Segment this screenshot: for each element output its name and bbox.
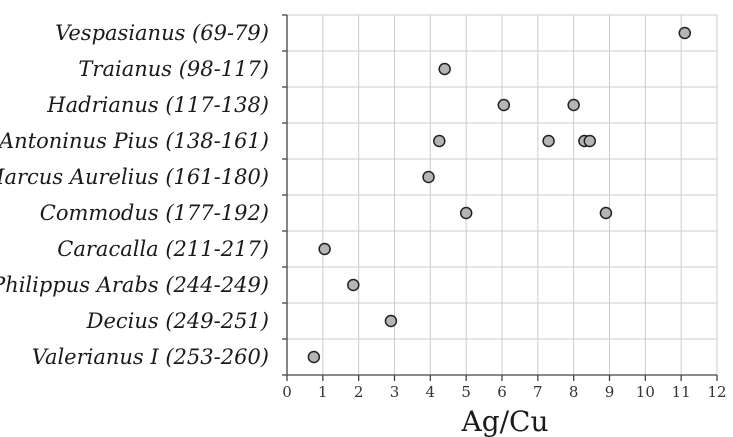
data-point bbox=[542, 134, 555, 148]
data-point bbox=[433, 134, 446, 148]
x-tick-label: 3 bbox=[390, 383, 400, 401]
data-points bbox=[307, 26, 691, 364]
x-tick-label: 12 bbox=[707, 383, 726, 401]
data-point bbox=[459, 206, 473, 220]
grid-lines bbox=[287, 14, 718, 375]
x-tick-label: 10 bbox=[636, 383, 655, 401]
x-tick-label: 8 bbox=[569, 383, 579, 401]
data-point bbox=[318, 242, 331, 256]
x-tick-label: 0 bbox=[282, 383, 292, 401]
x-tick-label: 1 bbox=[318, 383, 328, 401]
x-tick-label: 6 bbox=[497, 383, 507, 401]
data-point bbox=[438, 62, 451, 76]
x-axis-title: Ag/Cu bbox=[460, 405, 548, 437]
category-label: Valerianus I (253-260) bbox=[32, 345, 269, 369]
data-point bbox=[384, 314, 398, 328]
x-tick-label: 5 bbox=[461, 383, 471, 401]
x-tick-label: 2 bbox=[354, 383, 364, 401]
data-point bbox=[599, 206, 613, 220]
category-label: Antoninus Pius (138-161) bbox=[0, 129, 269, 153]
x-tick-label: 11 bbox=[672, 383, 691, 401]
x-tick-label: 4 bbox=[426, 383, 436, 401]
data-point bbox=[307, 350, 321, 364]
data-point bbox=[678, 26, 691, 40]
category-label: Traianus (98-117) bbox=[78, 57, 269, 81]
axes bbox=[282, 14, 718, 381]
category-label: Philippus Arabs (244-249) bbox=[0, 273, 269, 297]
data-point bbox=[583, 134, 597, 148]
x-tick-labels: 0 1 2 3 4 5 6 7 8 9 10 11 12 bbox=[282, 383, 726, 401]
category-label: Commodus (177-192) bbox=[40, 201, 269, 225]
category-label: Decius (249-251) bbox=[86, 309, 269, 333]
category-label: Vespasianus (69-79) bbox=[55, 21, 269, 45]
x-tick-label: 7 bbox=[533, 383, 543, 401]
category-label: Hadrianus (117-138) bbox=[46, 93, 269, 117]
category-labels: Vespasianus (69-79) Traianus (98-117) Hadr… bbox=[0, 21, 269, 369]
data-point bbox=[422, 170, 435, 184]
category-label: Marcus Aurelius (161-180) bbox=[0, 165, 269, 189]
data-point bbox=[497, 98, 511, 112]
data-point bbox=[567, 98, 580, 112]
data-point bbox=[347, 278, 360, 292]
category-label: Caracalla (211-217) bbox=[57, 237, 269, 261]
x-tick-label: 9 bbox=[605, 383, 615, 401]
